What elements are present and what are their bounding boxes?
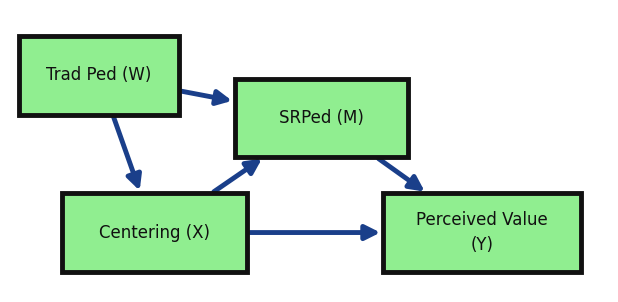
- Text: Centering (X): Centering (X): [99, 223, 210, 242]
- FancyBboxPatch shape: [62, 193, 247, 272]
- FancyBboxPatch shape: [383, 193, 581, 272]
- Text: Trad Ped (W): Trad Ped (W): [46, 66, 151, 85]
- FancyBboxPatch shape: [19, 36, 179, 115]
- Text: Perceived Value
(Y): Perceived Value (Y): [416, 211, 548, 254]
- Text: SRPed (M): SRPed (M): [279, 109, 364, 127]
- FancyBboxPatch shape: [235, 79, 408, 157]
